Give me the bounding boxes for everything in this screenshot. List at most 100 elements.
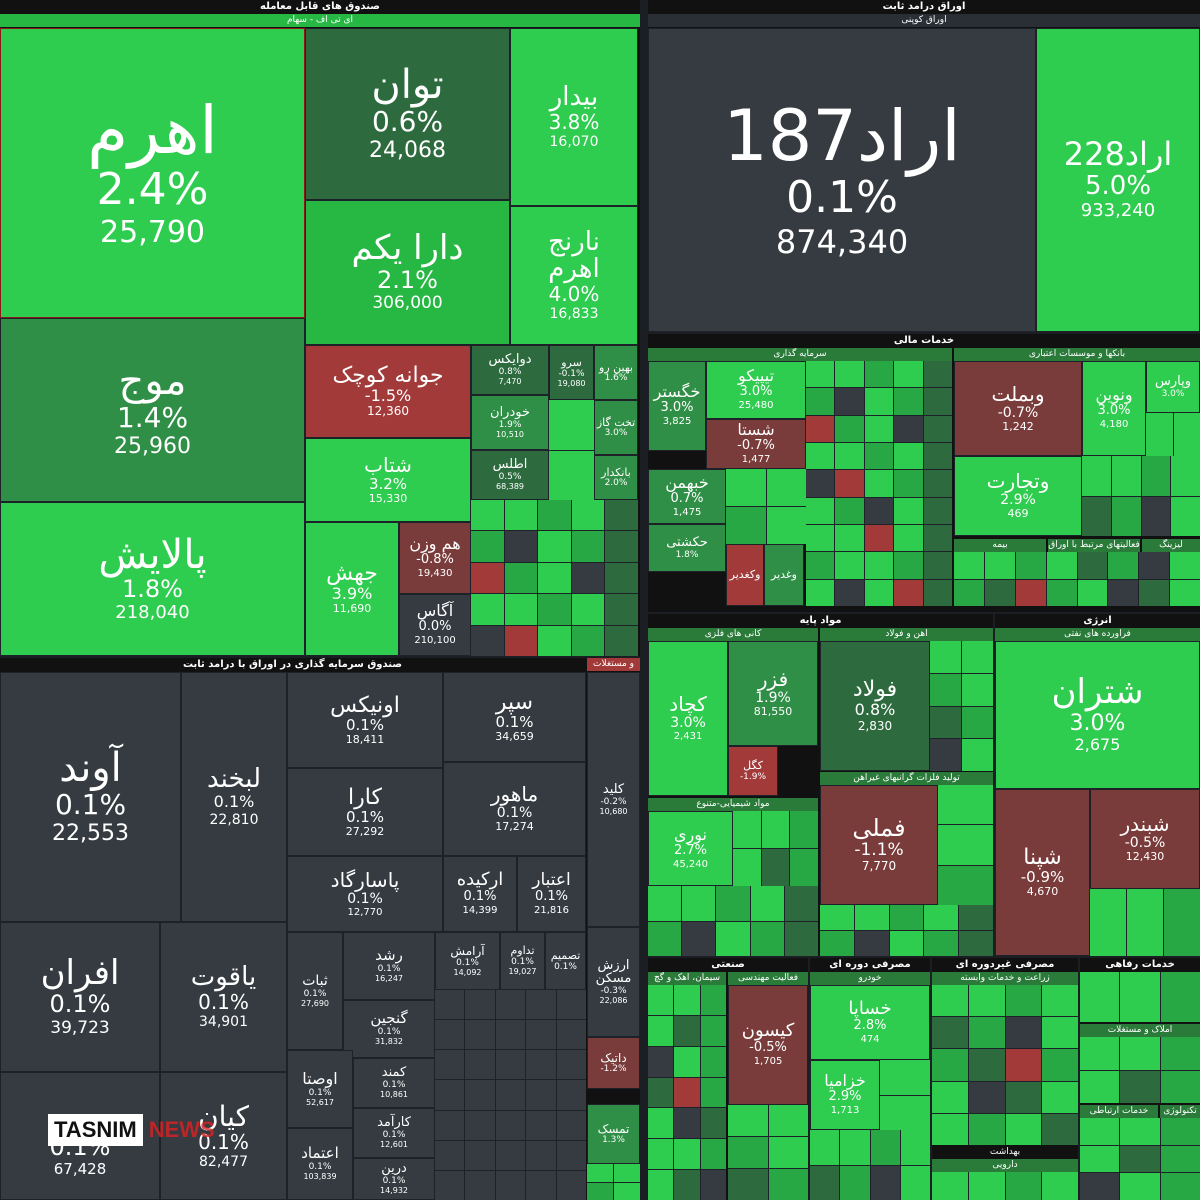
tile-dorrin[interactable]: درین 0.1% 14,932: [353, 1158, 435, 1200]
change-pct: 3.0%: [1069, 711, 1126, 736]
subsection-title: املاک و مستغلات: [1080, 1024, 1200, 1037]
tile-koogol[interactable]: کگل -1.9%: [728, 746, 778, 796]
tile-shasta[interactable]: شستا -0.7% 1,477: [706, 419, 806, 469]
price: 874,340: [775, 222, 909, 261]
tile-takhtgaz[interactable]: تخت گاز 3.0%: [594, 400, 638, 455]
tile-pasargad[interactable]: پاسارگاد 0.1% 12,770: [287, 856, 443, 932]
tile-fazar[interactable]: فزر 1.9% 81,550: [728, 641, 818, 746]
tile-atlas[interactable]: اطلس 0.5% 68,389: [471, 450, 549, 500]
tile-yaghout[interactable]: یاقوت 0.1% 34,901: [160, 922, 287, 1072]
change-pct: 1.9%: [755, 689, 791, 706]
tile-sarv[interactable]: سرو -0.1% 19,080: [549, 345, 594, 400]
tile-jahesh[interactable]: جهش 3.9% 11,690: [305, 522, 399, 656]
tile-sabat[interactable]: ثبات 0.1% 27,690: [287, 932, 343, 1050]
tile-arad228[interactable]: اراد228 5.0% 933,240: [1036, 28, 1200, 332]
tile-shepna[interactable]: شپنا -0.9% 4,670: [995, 789, 1090, 956]
symbol: وبملت: [991, 381, 1045, 406]
section-title: مصرفی غیردوره ای: [932, 958, 1078, 972]
tile-femeli[interactable]: فملی -1.1% 7,770: [820, 785, 938, 905]
tile-hekshti[interactable]: حکشتی 1.8%: [648, 524, 726, 572]
tile-vanovin[interactable]: ونوین 3.0% 4,180: [1082, 361, 1146, 456]
price: 210,100: [414, 635, 456, 647]
tile-kalid[interactable]: کلید -0.2% 10,680: [587, 672, 640, 927]
tile-avand[interactable]: آوند 0.1% 22,553: [0, 672, 181, 922]
tile-aramesh[interactable]: آرامش 0.1% 14,092: [435, 932, 500, 990]
tile-kara[interactable]: کارا 0.1% 27,292: [287, 768, 443, 856]
tile-khazamia[interactable]: خزامیا 2.9% 1,713: [810, 1060, 880, 1130]
tile-roshd[interactable]: رشد 0.1% 16,247: [343, 932, 435, 1000]
subsection-title: بیمه: [954, 539, 1046, 552]
tile-mowj[interactable]: موج 1.4% 25,960: [0, 318, 305, 502]
tile-tadavom[interactable]: تداوم 0.1% 19,027: [500, 932, 545, 990]
tile-mahour[interactable]: ماهور 0.1% 17,274: [443, 762, 586, 856]
change-pct: 1.8%: [675, 549, 699, 560]
financial-small-tiles: [806, 361, 952, 606]
price: 14,399: [462, 905, 498, 917]
tile-javaneh[interactable]: جوانه کوچک -1.5% 12,360: [305, 345, 471, 438]
tile-vkhazar[interactable]: وکغدیر: [726, 544, 764, 606]
tile-tavan[interactable]: توان 0.6% 24,068: [305, 28, 510, 200]
subsection-title: دارویی: [932, 1159, 1078, 1172]
subsection-title: فعالیتهای مرتبط با اوراق بهادار: [1048, 539, 1140, 552]
tile-ahrom[interactable]: اهرم 2.4% 25,790: [0, 28, 305, 318]
tile-agas[interactable]: آگاس 0.0% 210,100: [399, 594, 471, 656]
tile-arad187[interactable]: اراد187 0.1% 874,340: [648, 28, 1036, 332]
tile-labkhand[interactable]: لبخند 0.1% 22,810: [181, 672, 287, 922]
tile-kisun[interactable]: کیسون -0.5% 1,705: [728, 985, 808, 1105]
energy-small-tiles: [1090, 889, 1200, 956]
tile-khegastar[interactable]: خگستر 3.0% 3,825: [648, 361, 706, 451]
tile-tipiko[interactable]: تیپیکو 3.0% 25,480: [706, 361, 806, 419]
tile-noori[interactable]: نوری 2.7% 45,240: [648, 811, 733, 886]
symbol: شپنا: [1023, 845, 1062, 870]
tile-vghadir[interactable]: وغدیر: [764, 544, 804, 606]
price: 31,832: [375, 1037, 403, 1047]
tile-vatejarat[interactable]: وتجارت 2.9% 469: [954, 456, 1082, 536]
tile-owsta[interactable]: اوصتا 0.1% 52,617: [287, 1050, 353, 1128]
tile-onix[interactable]: اونیکس 0.1% 18,411: [287, 672, 443, 768]
tile-karamad[interactable]: کارآمد 0.1% 12,601: [353, 1108, 435, 1158]
tile-shatran[interactable]: شتران 3.0% 2,675: [995, 641, 1200, 789]
tile-etebar[interactable]: اعتبار 0.1% 21,816: [517, 856, 586, 932]
tile-hamvazn[interactable]: هم وزن -0.8% 19,430: [399, 522, 471, 594]
tile-vaparis[interactable]: وپارس 3.0%: [1146, 361, 1200, 413]
tile-afran[interactable]: افران 0.1% 39,723: [0, 922, 160, 1072]
symbol: شتران: [1051, 672, 1144, 713]
tile-foolad[interactable]: فولاد 0.8% 2,830: [820, 641, 930, 771]
price: 16,247: [375, 974, 403, 984]
tile-palayesh[interactable]: پالایش 1.8% 218,040: [0, 502, 305, 656]
tile-arkideh[interactable]: ارکیده 0.1% 14,399: [443, 856, 517, 932]
tile-etemad[interactable]: اعتماد 0.1% 103,839: [287, 1128, 353, 1200]
tile-arzesh[interactable]: ارزش مسکن -0.3% 22,086: [587, 927, 640, 1037]
tile-davix[interactable]: دوایکس 0.8% 7,470: [471, 345, 549, 395]
symbol: نوری: [674, 824, 707, 844]
change-pct: 3.2%: [368, 474, 408, 493]
tile-bankdar[interactable]: بانکدار 2.0%: [594, 455, 638, 500]
symbol: فزر: [757, 666, 789, 691]
price: 24,068: [369, 138, 446, 164]
insurance-small-tiles: [954, 552, 1200, 606]
tile-bahinro[interactable]: بهین رو 1.6%: [594, 345, 638, 400]
tile-shebandar[interactable]: شبندر -0.5% 12,430: [1090, 789, 1200, 889]
tile-datik[interactable]: داتیک -1.2%: [587, 1037, 640, 1089]
tile-khodran[interactable]: خودران 1.9% 10,510: [471, 395, 549, 450]
change-pct: -0.9%: [1020, 868, 1065, 887]
tile-khabahman[interactable]: خبهمن 0.7% 1,475: [648, 469, 726, 524]
noncyclical-small-tiles: [932, 985, 1078, 1145]
change-pct: 3.0%: [739, 384, 773, 400]
change-pct: 2.9%: [828, 1089, 862, 1105]
tile-khasapa[interactable]: خساپا 2.8% 474: [810, 985, 930, 1060]
tile-kamand[interactable]: کمند 0.1% 10,861: [353, 1058, 435, 1108]
tile-vabmellat[interactable]: وبملت -0.7% 1,242: [954, 361, 1082, 456]
symbol: کیان: [198, 1099, 249, 1133]
tile-bidar[interactable]: بیدار 3.8% 16,070: [510, 28, 638, 206]
tile-tamask[interactable]: تمسک 1.3%: [587, 1104, 640, 1164]
tile-separ[interactable]: سپر 0.1% 34,659: [443, 672, 586, 762]
tile-darayekom[interactable]: دارا یکم 2.1% 306,000: [305, 200, 510, 345]
tile-narenj[interactable]: نارنج اهرم 4.0% 16,833: [510, 206, 638, 345]
tile-kian[interactable]: کیان 0.1% 82,477: [160, 1072, 287, 1200]
tile-tasmim[interactable]: تصمیم 0.1%: [545, 932, 586, 990]
tile-shetab[interactable]: شتاب 3.2% 15,330: [305, 438, 471, 522]
change-pct: 0.1%: [345, 807, 385, 826]
tile-kochad[interactable]: کچاد 3.0% 2,431: [648, 641, 728, 796]
tile-ganjin[interactable]: گنجین 0.1% 31,832: [343, 1000, 435, 1058]
